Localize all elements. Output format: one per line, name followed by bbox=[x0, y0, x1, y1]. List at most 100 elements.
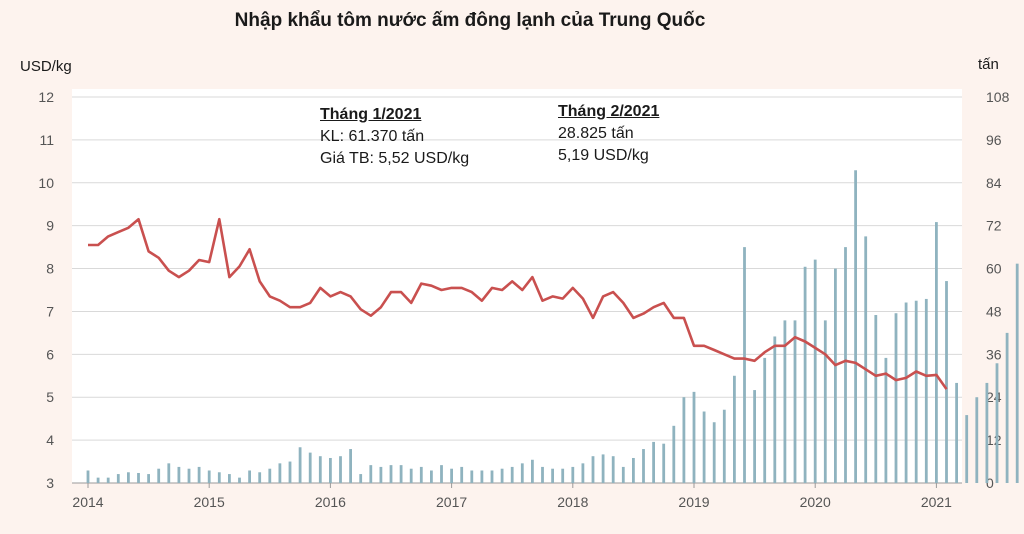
left-tick-label: 7 bbox=[46, 303, 54, 319]
x-tick-label: 2015 bbox=[194, 494, 225, 510]
volume-bar bbox=[904, 302, 908, 483]
volume-bar bbox=[440, 465, 443, 483]
volume-bar bbox=[96, 477, 100, 483]
volume-bar bbox=[571, 466, 575, 483]
volume-bar bbox=[763, 357, 767, 483]
volume-bar bbox=[924, 298, 928, 483]
volume-bar bbox=[217, 472, 221, 483]
volume-bar bbox=[187, 468, 191, 483]
volume-bar bbox=[520, 463, 524, 483]
right-tick-label: 0 bbox=[986, 475, 994, 491]
volume-bar bbox=[864, 236, 868, 483]
x-tick-label: 2018 bbox=[557, 494, 588, 510]
volume-bar bbox=[722, 409, 726, 483]
volume-bar bbox=[318, 456, 322, 483]
volume-bar bbox=[692, 391, 696, 483]
annotation-heading: Tháng 2/2021 bbox=[558, 103, 660, 120]
annotation-feb-2021: Tháng 2/2021 28.825 tấn 5,19 USD/kg bbox=[558, 101, 659, 167]
volume-bar bbox=[470, 470, 474, 483]
left-tick-label: 6 bbox=[46, 346, 54, 362]
volume-bar bbox=[945, 281, 948, 483]
right-tick-label: 12 bbox=[986, 432, 1002, 448]
volume-bar bbox=[177, 466, 181, 483]
volume-bar bbox=[430, 470, 433, 483]
price-line bbox=[88, 217, 948, 390]
volume-bar bbox=[268, 468, 272, 483]
volume-bar bbox=[581, 463, 585, 483]
volume-bar bbox=[1015, 263, 1019, 483]
volume-bar bbox=[935, 222, 938, 483]
volume-bar bbox=[460, 466, 464, 483]
volume-bar bbox=[480, 470, 484, 483]
volume-bar bbox=[844, 247, 847, 483]
left-tick-label: 10 bbox=[38, 175, 54, 191]
right-tick-label: 36 bbox=[986, 346, 1002, 362]
volume-bar bbox=[803, 266, 807, 483]
annotation-volume: 28.825 tấn bbox=[558, 125, 634, 142]
right-axis-unit: tấn bbox=[978, 56, 999, 73]
volume-bar bbox=[682, 397, 686, 483]
volume-bar bbox=[551, 468, 554, 483]
volume-bar bbox=[985, 382, 989, 483]
volume-bar bbox=[642, 449, 645, 483]
x-tick-label: 2017 bbox=[436, 494, 467, 510]
left-tick-label: 9 bbox=[46, 218, 54, 234]
volume-bar bbox=[531, 459, 534, 483]
volume-bar bbox=[965, 415, 969, 483]
x-tick-label: 2014 bbox=[72, 494, 103, 510]
volume-bar bbox=[419, 466, 423, 483]
left-tick-label: 11 bbox=[39, 132, 54, 148]
left-tick-label: 12 bbox=[38, 89, 54, 105]
x-tick-label: 2021 bbox=[921, 494, 952, 510]
volume-bar bbox=[349, 449, 352, 483]
volume-bar bbox=[450, 468, 453, 483]
left-axis-unit: USD/kg bbox=[20, 58, 72, 75]
volume-bar bbox=[116, 474, 120, 483]
volume-bar bbox=[601, 454, 605, 483]
annotation-jan-2021: Tháng 1/2021 KL: 61.370 tấn Giá TB: 5,52… bbox=[320, 104, 469, 170]
volume-bar bbox=[86, 470, 90, 483]
volume-bar bbox=[510, 466, 514, 483]
volume-bar bbox=[258, 472, 262, 483]
volume-bar bbox=[621, 466, 625, 483]
volume-bar bbox=[298, 447, 302, 483]
volume-bar bbox=[672, 425, 676, 483]
volume-bar bbox=[743, 247, 746, 483]
volume-bar bbox=[329, 457, 332, 483]
left-tick-label: 3 bbox=[46, 475, 54, 491]
volume-bar bbox=[611, 456, 615, 483]
volume-bar bbox=[369, 465, 373, 483]
volume-bar bbox=[389, 465, 393, 483]
volume-bar bbox=[490, 470, 494, 483]
volume-bar bbox=[662, 443, 666, 483]
right-tick-label: 108 bbox=[986, 89, 1010, 105]
volume-bar bbox=[409, 468, 413, 483]
x-tick-label: 2020 bbox=[800, 494, 831, 510]
volume-bar bbox=[823, 320, 827, 483]
right-tick-label: 60 bbox=[986, 261, 1002, 277]
volume-bar bbox=[238, 477, 241, 483]
right-tick-label: 24 bbox=[986, 389, 1002, 405]
volume-bar bbox=[884, 357, 888, 483]
volume-bar bbox=[147, 474, 150, 483]
volume-bar bbox=[652, 441, 655, 483]
volume-bar bbox=[157, 468, 161, 483]
right-tick-label: 48 bbox=[986, 303, 1002, 319]
left-tick-label: 5 bbox=[46, 389, 54, 405]
volume-bar bbox=[278, 463, 282, 483]
volume-bar bbox=[874, 315, 878, 483]
volume-bar bbox=[793, 320, 797, 483]
annotation-price: Giá TB: 5,52 USD/kg bbox=[320, 150, 470, 167]
volume-bar bbox=[834, 268, 837, 483]
volume-bar bbox=[167, 463, 171, 483]
volume-bar bbox=[228, 474, 231, 483]
volume-bar bbox=[561, 468, 565, 483]
volume-bar bbox=[591, 456, 595, 483]
volume-bar bbox=[753, 390, 756, 483]
volume-bar bbox=[399, 465, 403, 483]
volume-bar bbox=[541, 466, 544, 483]
x-tick-label: 2019 bbox=[678, 494, 709, 510]
volume-bar bbox=[248, 470, 251, 483]
